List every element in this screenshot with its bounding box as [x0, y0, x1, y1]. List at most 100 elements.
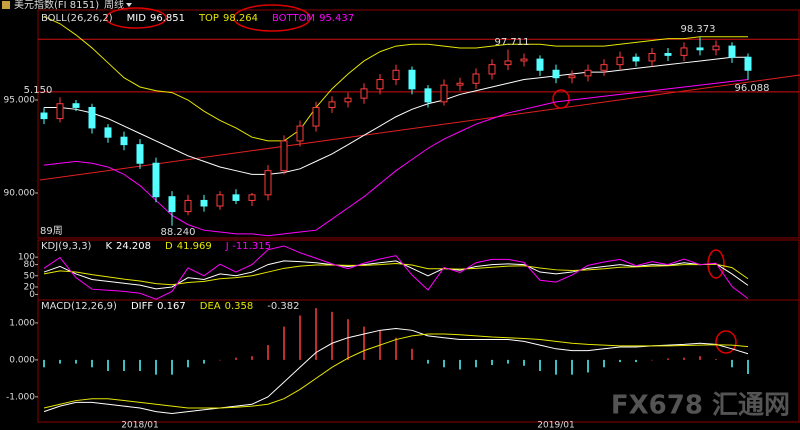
macd-bar — [219, 359, 221, 361]
trend-line — [39, 74, 800, 181]
macd-bar — [619, 359, 621, 363]
y-tick-label: -1.000 — [6, 392, 35, 402]
candle-body — [504, 60, 512, 66]
indicator-name: BOLL(26,26,2) — [41, 13, 113, 24]
readout-name: MID — [127, 13, 147, 24]
main-panel — [37, 9, 800, 239]
indicator-line — [44, 56, 748, 175]
readout-value: 24.208 — [116, 241, 151, 252]
y-tick-label: 100 — [18, 253, 35, 263]
candle-body — [328, 101, 336, 108]
y-tick-label: 0.000 — [9, 355, 35, 365]
readout-value: 95.437 — [319, 13, 354, 24]
readout-value: 0.358 — [225, 301, 254, 312]
price-label: 97.711 — [495, 37, 530, 48]
readout-name: DIFF — [131, 301, 153, 312]
indicator-header: KDJ(9,3,3) K 24.208 D 41.969 J -11.315 — [41, 241, 271, 252]
candle-body — [104, 127, 112, 138]
period-dropdown[interactable] — [126, 3, 132, 7]
macd-bar — [747, 359, 749, 375]
candle-body — [168, 196, 176, 213]
macd-bar — [395, 337, 397, 360]
period: 周线 — [104, 0, 124, 11]
highlight-ellipse — [715, 330, 737, 354]
watermark: FX678 汇通网 — [611, 391, 790, 421]
x-tick-label: 2018/01 — [121, 421, 158, 430]
candle-body — [552, 69, 560, 79]
candle-body — [296, 125, 304, 142]
macd-bar — [555, 359, 557, 375]
candle-body — [376, 79, 384, 90]
readout-name: DEA — [200, 301, 221, 312]
indicator-line — [43, 15, 748, 142]
candle-body — [648, 53, 656, 62]
macd-bar — [683, 357, 685, 360]
candle-body — [392, 69, 400, 81]
indicator-name: KDJ(9,3,3) — [41, 241, 92, 252]
candle-body — [120, 136, 128, 146]
indicator-line — [43, 79, 749, 237]
price-label: 88.240 — [161, 227, 196, 238]
candle-body — [712, 45, 720, 51]
symbol: 美元指数(FI 8151) — [14, 0, 99, 11]
macd-bar — [91, 359, 93, 368]
candle-body — [664, 53, 672, 56]
indicator-line — [43, 260, 749, 290]
y-tick-label: 90.000 — [4, 188, 36, 198]
candle-body — [312, 106, 320, 127]
period-note: 89周 — [40, 225, 63, 237]
macd-bar — [459, 359, 461, 370]
macd-bar — [43, 359, 45, 368]
indicator-header: BOLL(26,26,2) MID 96.851 TOP 98.264 BOTTOM 95.… — [41, 13, 354, 24]
candle-body — [632, 56, 640, 62]
macd-bar — [203, 359, 205, 364]
candle-body — [264, 170, 272, 196]
macd-bar — [443, 359, 445, 368]
candle-body — [680, 47, 688, 56]
indicator-header: MACD(12,26,9) DIFF 0.167 DEA 0.358 -0.382 — [41, 301, 300, 312]
candle-body — [200, 199, 208, 207]
macd-bar — [187, 359, 189, 368]
candle-body — [40, 112, 48, 120]
highlight-ellipse — [233, 4, 311, 32]
macd-bar — [539, 359, 541, 371]
macd-bar — [491, 359, 493, 366]
macd-bar — [411, 348, 413, 360]
candle-body — [424, 88, 432, 103]
candle-body — [56, 103, 64, 120]
macd-bar — [251, 356, 253, 360]
macd-bar — [347, 319, 349, 360]
candle-body — [136, 144, 144, 164]
highlight-ellipse — [105, 7, 167, 29]
candle-body — [88, 106, 96, 129]
candle-body — [616, 56, 624, 66]
candle-body — [568, 75, 576, 79]
macd-bar — [731, 359, 733, 368]
symbol-icon — [2, 1, 10, 9]
macd-bar — [123, 359, 125, 371]
macd-bar — [635, 359, 637, 363]
readout-value: 96.851 — [150, 13, 185, 24]
candle-body — [728, 45, 736, 58]
candle-body — [232, 194, 240, 201]
indicator-line — [43, 333, 749, 409]
candle-body — [440, 84, 448, 103]
macd-bar — [155, 359, 157, 375]
macd-bar — [59, 359, 61, 364]
candle-body — [360, 88, 368, 99]
candle-body — [216, 194, 224, 207]
candle-body — [456, 82, 464, 86]
indicator-line — [43, 245, 749, 300]
indicator-line — [43, 327, 749, 415]
highlight-ellipse — [552, 89, 570, 109]
candle-body — [280, 140, 288, 172]
candle-body — [488, 64, 496, 75]
candle-body — [520, 58, 528, 62]
price-label: 98.373 — [681, 24, 716, 35]
macd-bar — [75, 359, 77, 364]
macd-bar — [235, 357, 237, 360]
candle-body — [152, 162, 160, 198]
